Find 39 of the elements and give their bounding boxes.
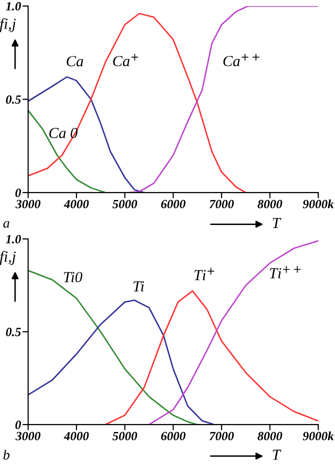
line-series bbox=[128, 6, 318, 193]
line-series bbox=[148, 240, 318, 425]
y-tick-label: 0 bbox=[15, 420, 21, 430]
y-tick-label: 0.5 bbox=[6, 328, 21, 336]
series-label: Ti$^{+}$ bbox=[194, 268, 214, 280]
series-label: Ti bbox=[134, 281, 144, 292]
y-tick-label: 1.0 bbox=[6, 234, 21, 244]
series-label: Ca bbox=[66, 56, 84, 66]
x-tick-label: 5000 bbox=[112, 200, 138, 208]
x-tick-label: 3000 bbox=[16, 200, 40, 208]
line-series bbox=[104, 290, 318, 425]
x-tick-label: 9000k bbox=[302, 432, 334, 440]
x-tick-label: 8000 bbox=[258, 200, 282, 208]
series-label: Ti0 bbox=[64, 272, 82, 282]
x-axis-title: T bbox=[272, 218, 282, 228]
x-tick-label: 7000 bbox=[210, 200, 234, 208]
y-tick-label: 1.0 bbox=[6, 2, 21, 11]
x-axis-title: T bbox=[272, 450, 282, 460]
x-tick-label: 6000 bbox=[161, 200, 186, 208]
line-series bbox=[28, 300, 215, 425]
series-label: Ca$^{++}$ bbox=[223, 54, 260, 66]
line-series bbox=[28, 110, 106, 193]
y-axis-title: fi,j bbox=[0, 18, 16, 32]
y-tick-label: 0 bbox=[15, 188, 21, 198]
x-tick-label: 4000 bbox=[64, 432, 89, 440]
line-series bbox=[28, 76, 145, 193]
y-axis-title: fi,j bbox=[0, 250, 16, 265]
text: a bbox=[3, 221, 10, 228]
x-tick-label: 7000 bbox=[210, 432, 234, 440]
x-tick-label: 9000k bbox=[302, 200, 334, 208]
x-tick-label: 3000 bbox=[16, 432, 40, 440]
x-tick-label: 5000 bbox=[112, 432, 138, 440]
text: b bbox=[3, 450, 10, 460]
x-tick-label: 8000 bbox=[258, 432, 282, 440]
series-label: Ca$^{+}$ bbox=[113, 54, 138, 66]
y-tick-label: 0.5 bbox=[6, 95, 21, 104]
series-label: Ti$^{++}$ bbox=[270, 266, 301, 278]
x-tick-label: 6000 bbox=[161, 432, 186, 440]
x-tick-label: 4000 bbox=[64, 200, 89, 208]
